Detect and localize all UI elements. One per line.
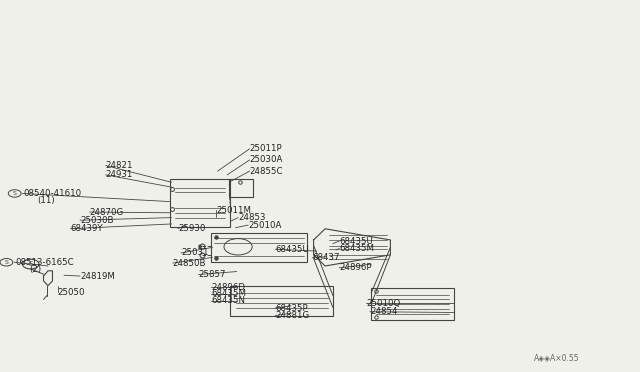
- Text: 24855C: 24855C: [250, 167, 283, 176]
- Text: 08540-41610: 08540-41610: [24, 189, 82, 198]
- Text: 68435N: 68435N: [211, 296, 245, 305]
- Text: 25031: 25031: [181, 248, 209, 257]
- Text: 24870G: 24870G: [90, 208, 124, 217]
- Text: 24850B: 24850B: [173, 259, 206, 267]
- Text: 25857: 25857: [198, 270, 226, 279]
- Text: 68435P: 68435P: [275, 304, 308, 312]
- Text: A◈◈A×0.55: A◈◈A×0.55: [534, 353, 580, 362]
- Text: 24854: 24854: [370, 307, 397, 316]
- Text: 25010Q: 25010Q: [366, 299, 401, 308]
- Text: (11): (11): [37, 196, 55, 205]
- Text: 24896D: 24896D: [211, 283, 245, 292]
- Text: 24821: 24821: [106, 161, 133, 170]
- Text: 25011M: 25011M: [216, 206, 252, 215]
- Bar: [211, 232, 307, 262]
- Text: 68435M: 68435M: [339, 244, 374, 253]
- Text: 68435U: 68435U: [339, 237, 373, 246]
- Text: S: S: [13, 191, 17, 196]
- Bar: [230, 286, 333, 316]
- Text: 25030A: 25030A: [250, 155, 283, 164]
- Text: 68439Y: 68439Y: [70, 224, 103, 233]
- Text: 68435M: 68435M: [211, 289, 246, 298]
- Bar: [170, 179, 230, 227]
- Text: 68435U: 68435U: [275, 245, 309, 254]
- Text: 25030B: 25030B: [80, 216, 113, 225]
- Text: 24931: 24931: [106, 170, 133, 179]
- Bar: [371, 288, 454, 320]
- Text: 25011P: 25011P: [250, 144, 282, 153]
- Text: 24853: 24853: [238, 213, 266, 222]
- Text: (2): (2): [29, 265, 41, 274]
- Text: 24881G: 24881G: [275, 311, 310, 320]
- Text: 68437: 68437: [312, 253, 340, 262]
- Text: 24896P: 24896P: [339, 263, 372, 272]
- Text: 25930: 25930: [178, 224, 205, 233]
- Bar: [229, 179, 253, 197]
- Text: 08513-6165C: 08513-6165C: [15, 258, 74, 267]
- Text: 24819M: 24819M: [80, 272, 115, 280]
- Text: S: S: [4, 260, 8, 265]
- Text: S: S: [29, 261, 33, 267]
- Text: 25010A: 25010A: [248, 221, 282, 230]
- Text: 25050: 25050: [58, 288, 85, 296]
